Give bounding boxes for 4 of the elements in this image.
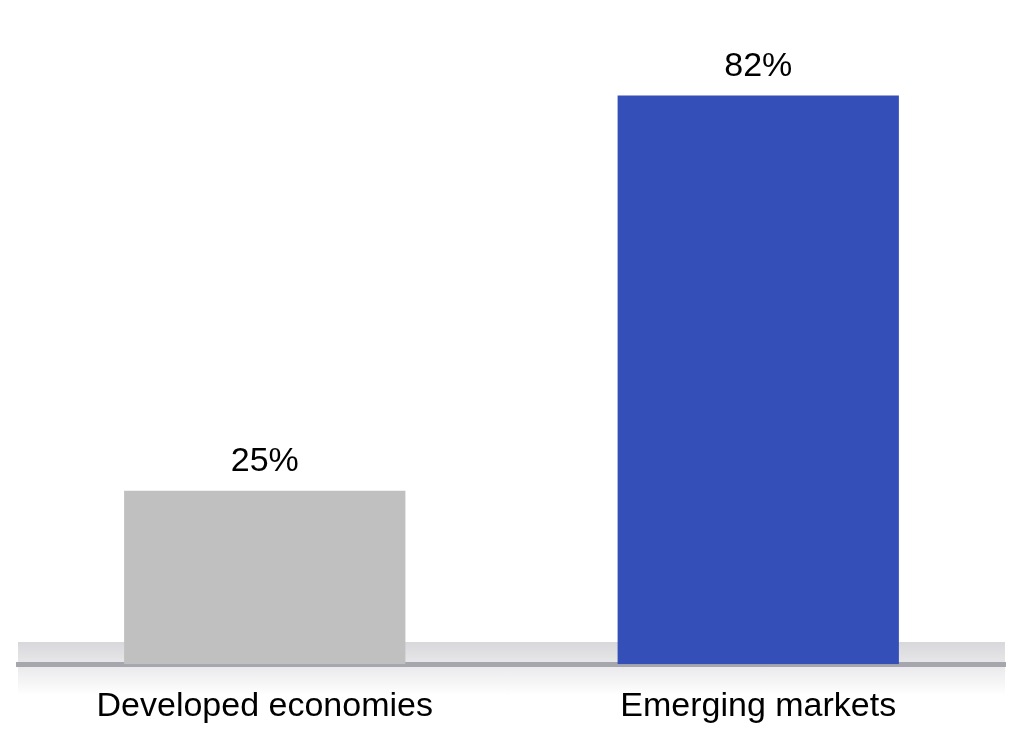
data-label: 25% [230, 440, 299, 479]
data-label: 82% [724, 44, 793, 83]
x-tick-label: Developed economies [96, 684, 433, 723]
x-tick-label: Emerging markets [620, 684, 897, 723]
